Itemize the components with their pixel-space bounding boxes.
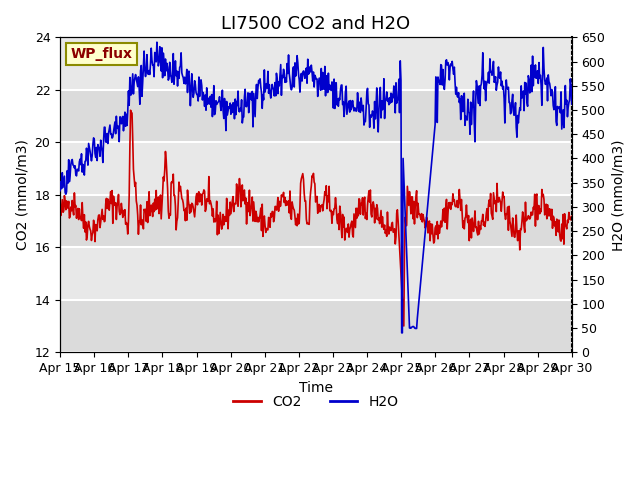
X-axis label: Time: Time (299, 381, 333, 395)
Bar (60, 195, 572, 247)
Text: WP_flux: WP_flux (70, 47, 132, 61)
Bar (60, 142, 572, 195)
Bar (60, 37, 572, 90)
Bar (60, 300, 572, 352)
Title: LI7500 CO2 and H2O: LI7500 CO2 and H2O (221, 15, 410, 33)
Y-axis label: H2O (mmol/m3): H2O (mmol/m3) (611, 139, 625, 251)
Y-axis label: CO2 (mmol/m3): CO2 (mmol/m3) (15, 139, 29, 250)
Legend: CO2, H2O: CO2, H2O (228, 389, 404, 415)
Bar (60, 90, 572, 142)
Bar (60, 247, 572, 300)
